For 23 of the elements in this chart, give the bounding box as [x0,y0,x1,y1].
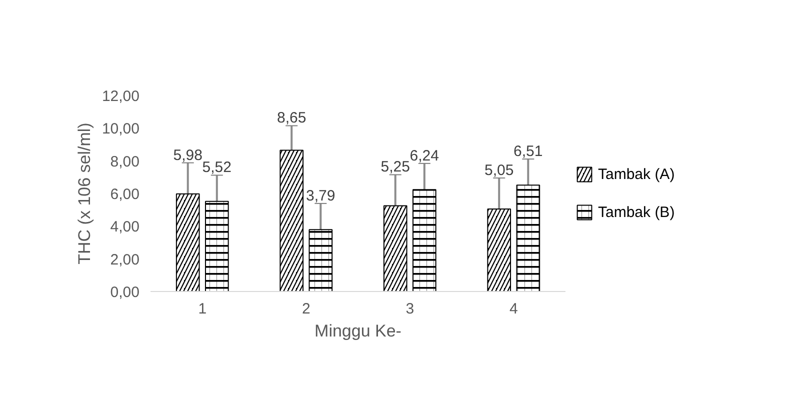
y-tick-label: 4,00 [110,218,140,236]
y-tick-label: 0,00 [110,284,140,301]
x-tick-label: 2 [302,300,310,318]
data-label: 3,79 [306,187,336,204]
x-axis-title: Minggu Ke- [314,322,402,340]
y-tick-label: 10,00 [102,120,140,138]
x-tick-label: 3 [406,300,414,318]
data-label: 5,52 [202,159,232,176]
y-tick-label: 8,00 [110,153,140,170]
x-tick-label: 1 [198,300,207,318]
legend-label: Tambak (B) [598,204,675,220]
legend-label: Tambak (A) [598,166,675,182]
y-tick-label: 6,00 [110,186,140,203]
data-label: 8,65 [277,110,306,127]
x-tick-label: 4 [509,300,518,318]
data-label: 5,98 [173,146,202,164]
data-label: 6,24 [410,147,440,164]
y-axis-title: THC (x 106 sel/ml) [74,122,94,264]
y-tick-label: 2,00 [110,251,140,268]
data-label: 5,05 [484,162,514,179]
data-label: 5,25 [380,158,410,176]
y-tick-label: 12,00 [102,88,140,105]
data-label: 6,51 [514,143,543,160]
